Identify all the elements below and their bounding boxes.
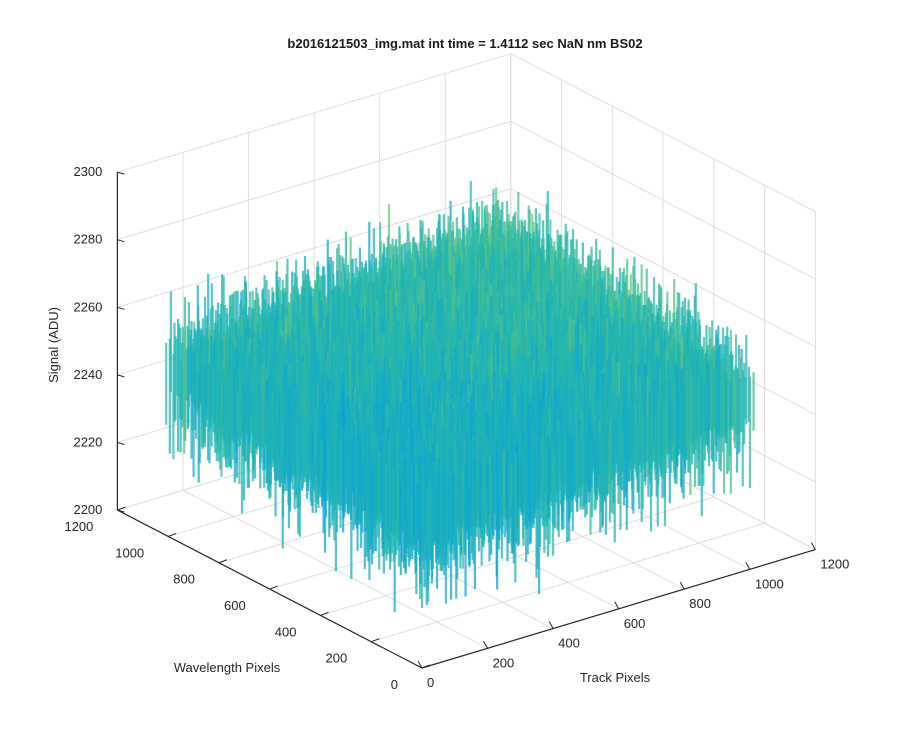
surface (166, 181, 753, 612)
wall-gridline (117, 54, 815, 212)
